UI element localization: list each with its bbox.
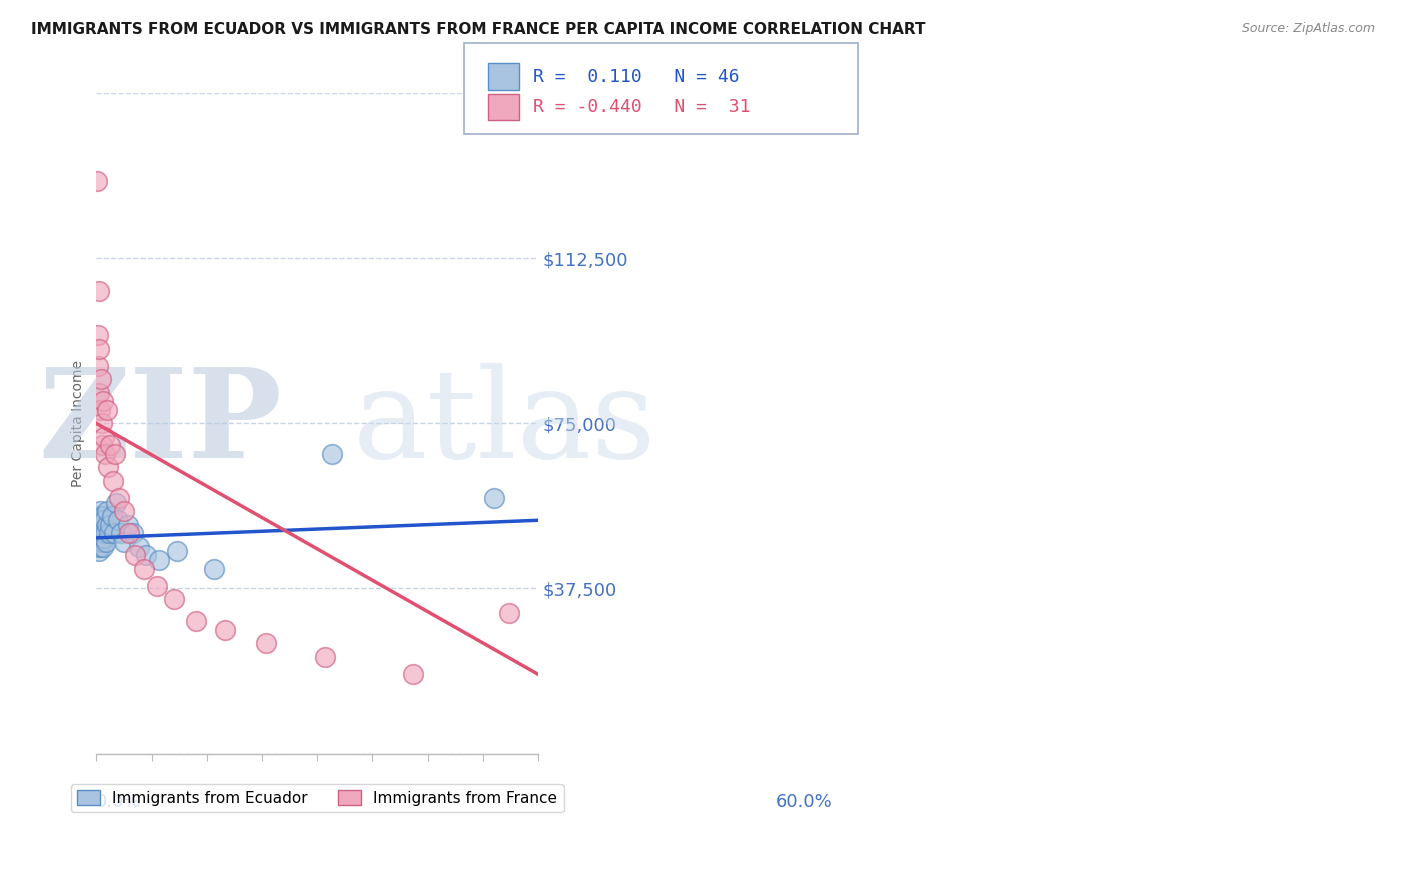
Point	[321, 447, 343, 461]
Point	[90, 535, 112, 549]
Point	[87, 359, 110, 374]
Point	[91, 394, 114, 409]
Point	[93, 531, 115, 545]
Point	[89, 403, 111, 417]
Point	[87, 328, 110, 343]
Point	[87, 285, 110, 299]
Point	[89, 517, 111, 532]
Point	[97, 460, 120, 475]
Point	[96, 403, 118, 417]
Point	[96, 517, 118, 532]
Point	[91, 517, 114, 532]
Point	[86, 174, 108, 188]
Text: R =  0.110   N = 46: R = 0.110 N = 46	[533, 68, 740, 86]
Point	[90, 372, 112, 386]
Point	[91, 438, 114, 452]
Point	[93, 513, 115, 527]
Point	[148, 553, 170, 567]
Point	[89, 508, 111, 523]
Text: Source: ZipAtlas.com: Source: ZipAtlas.com	[1241, 22, 1375, 36]
Point	[104, 447, 127, 461]
Point	[91, 540, 114, 554]
Point	[402, 667, 425, 681]
Point	[202, 562, 225, 576]
Point	[314, 649, 336, 664]
Point	[122, 526, 145, 541]
Point	[89, 526, 111, 541]
Point	[145, 579, 167, 593]
Point	[103, 526, 125, 541]
Point	[128, 540, 150, 554]
Point	[108, 491, 131, 506]
Point	[93, 430, 115, 444]
Legend: Immigrants from Ecuador, Immigrants from France: Immigrants from Ecuador, Immigrants from…	[70, 784, 564, 812]
Text: R = -0.440   N =  31: R = -0.440 N = 31	[533, 98, 751, 116]
Point	[89, 385, 111, 400]
Point	[91, 508, 114, 523]
Text: atlas: atlas	[353, 363, 655, 484]
Point	[98, 438, 121, 452]
Text: 60.0%: 60.0%	[776, 793, 832, 811]
Point	[166, 544, 188, 558]
Point	[107, 513, 129, 527]
Point	[97, 526, 120, 541]
Y-axis label: Per Capita Income: Per Capita Income	[72, 360, 86, 487]
Point	[87, 531, 110, 545]
Point	[482, 491, 505, 506]
Point	[90, 417, 112, 431]
Point	[134, 562, 156, 576]
Point	[91, 526, 114, 541]
Point	[101, 474, 124, 488]
Point	[87, 513, 110, 527]
Point	[86, 535, 108, 549]
Point	[98, 517, 121, 532]
Point	[498, 606, 520, 620]
Text: 0.0%: 0.0%	[97, 793, 142, 811]
Point	[112, 535, 135, 549]
Point	[118, 526, 141, 541]
Point	[89, 342, 111, 356]
Point	[110, 526, 132, 541]
Point	[163, 592, 186, 607]
Point	[105, 496, 128, 510]
Point	[184, 615, 207, 629]
Point	[96, 504, 118, 518]
Point	[89, 504, 111, 518]
Point	[90, 513, 112, 527]
Point	[86, 526, 108, 541]
Point	[135, 549, 157, 563]
Text: ZIP: ZIP	[38, 363, 281, 484]
Point	[87, 540, 110, 554]
Point	[94, 535, 117, 549]
Point	[124, 549, 146, 563]
Point	[94, 526, 117, 541]
Point	[90, 522, 112, 536]
Point	[93, 522, 115, 536]
Point	[112, 504, 135, 518]
Point	[89, 540, 111, 554]
Point	[89, 535, 111, 549]
Point	[90, 531, 112, 545]
Point	[87, 517, 110, 532]
Point	[94, 447, 117, 461]
Point	[87, 522, 110, 536]
Point	[254, 636, 277, 650]
Point	[214, 624, 236, 638]
Text: IMMIGRANTS FROM ECUADOR VS IMMIGRANTS FROM FRANCE PER CAPITA INCOME CORRELATION : IMMIGRANTS FROM ECUADOR VS IMMIGRANTS FR…	[31, 22, 925, 37]
Point	[101, 508, 124, 523]
Point	[117, 517, 139, 532]
Point	[87, 544, 110, 558]
